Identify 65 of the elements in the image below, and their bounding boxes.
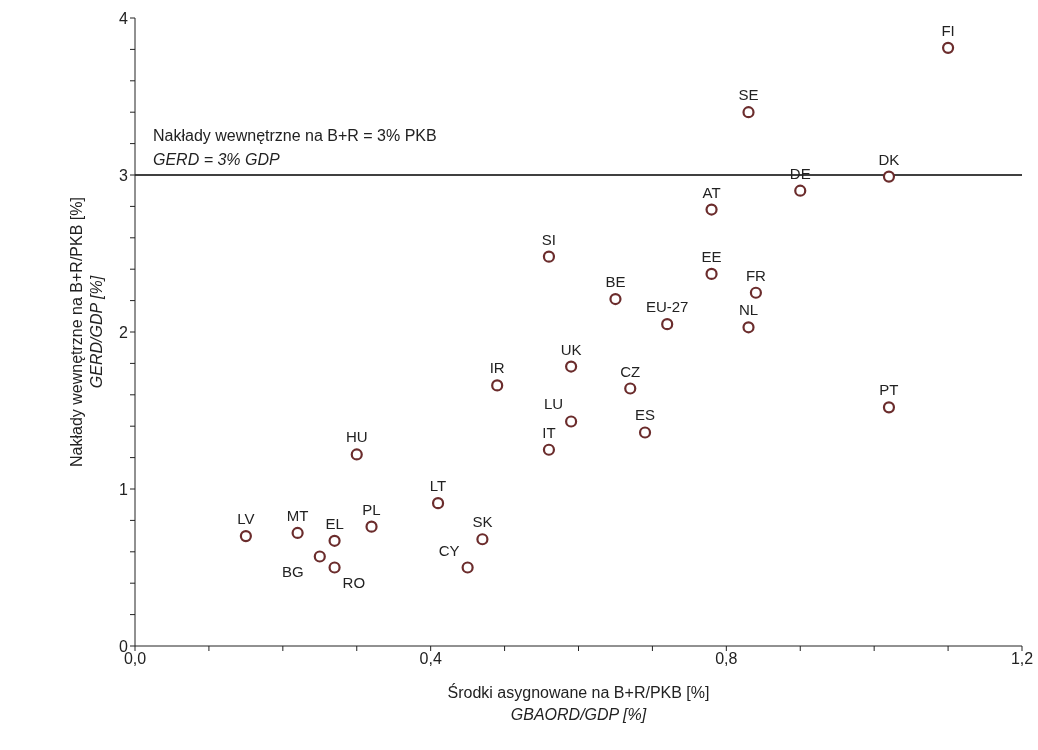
point [542, 250, 556, 263]
point [542, 443, 556, 456]
point [431, 497, 445, 510]
point [661, 318, 674, 331]
annotation: EL [325, 514, 344, 532]
y-tick-label: 2 [119, 323, 129, 341]
y-axis-title: Nakłady wewnętrzne na B+R/PKB [%] GERD/GDP [%] [68, 197, 105, 467]
annotation: PT [879, 381, 899, 399]
annotation: HU [345, 428, 368, 446]
point [705, 203, 718, 216]
annotation: SI [541, 230, 557, 248]
x-axis-title: Środki asygnowane na B+R/PKB [%] GBAORD/GDP [%] [447, 683, 710, 723]
y-tick-label: 1 [119, 480, 129, 498]
point [882, 401, 896, 414]
point [624, 382, 637, 395]
annotation: SE [738, 86, 759, 104]
point [313, 550, 326, 563]
point [742, 321, 755, 334]
annotation: MT [286, 506, 309, 524]
point [638, 426, 652, 439]
y-tick-label: 3 [119, 166, 129, 184]
point [491, 379, 504, 392]
x-tick-label: 0,4 [419, 650, 442, 668]
x-tick-label: 0,8 [715, 650, 738, 668]
annotation: AT [702, 183, 721, 201]
annotation: EU-27 [645, 298, 689, 316]
annotation: UK [560, 340, 582, 358]
point [565, 360, 578, 373]
y-tick-label: 4 [119, 9, 129, 27]
annotation: BG [282, 562, 304, 580]
annotation: CY [438, 541, 460, 559]
point [291, 526, 304, 540]
annotation: BE [605, 273, 626, 291]
point [350, 448, 363, 461]
annotation: SK [472, 513, 493, 531]
annotation: RO [342, 573, 366, 591]
point [882, 170, 896, 183]
point [365, 520, 378, 533]
annotation: LU [543, 395, 564, 413]
annotation: PL [362, 500, 381, 518]
point [565, 415, 578, 428]
annotation: IT [542, 423, 556, 441]
point [476, 533, 489, 546]
point [941, 41, 955, 54]
annotation: FR [745, 266, 767, 284]
annotation: IR [489, 359, 505, 377]
point [794, 184, 807, 197]
point [328, 561, 341, 574]
point [461, 561, 474, 574]
annotation: EE [701, 247, 722, 265]
annotation: NL [738, 301, 759, 319]
point [742, 106, 755, 119]
annotation: LV [237, 510, 255, 528]
point [749, 286, 762, 299]
annotation: DK [878, 150, 900, 168]
point [609, 292, 622, 306]
ref-line-label: Nakłady wewnętrzne na B+R = 3% PKB GERD = 3% GDP [153, 127, 437, 168]
point [328, 534, 341, 547]
x-tick-label: 1,2 [1010, 650, 1034, 668]
annotation: CZ [620, 362, 641, 380]
point [705, 267, 718, 281]
annotation: FI [941, 21, 955, 39]
point [239, 530, 252, 543]
annotation: LT [429, 477, 447, 495]
annotation: ES [635, 406, 656, 424]
